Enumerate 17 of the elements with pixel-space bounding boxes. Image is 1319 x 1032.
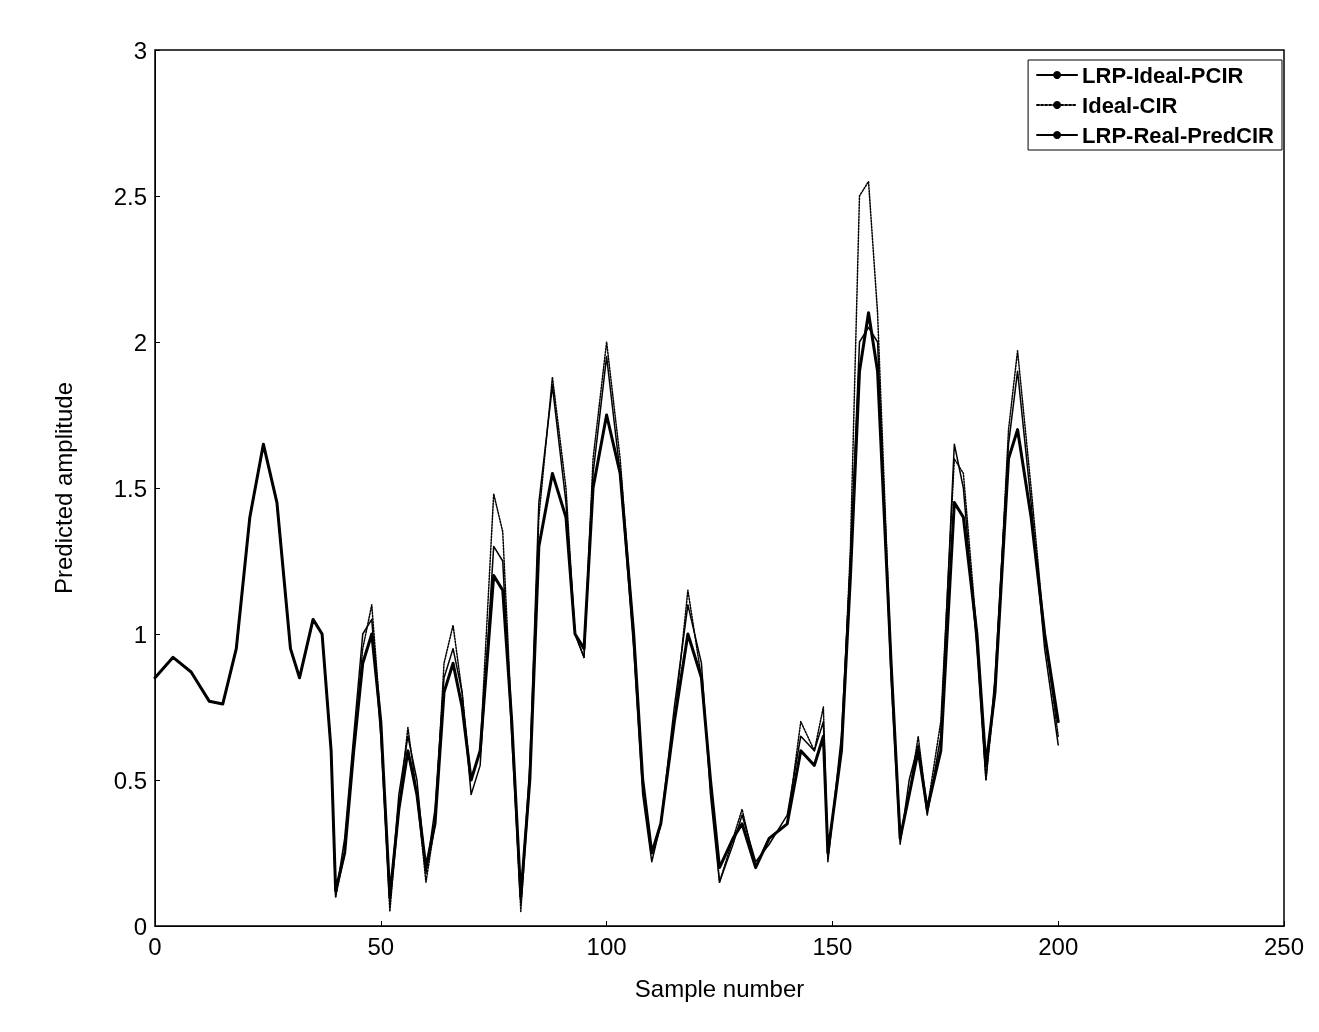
y-axis-title: Predicted amplitude — [49, 381, 77, 595]
legend-label: Ideal-CIR — [1082, 92, 1178, 118]
y-tick-label: 0 — [133, 912, 147, 940]
y-tick-label: 0.5 — [113, 766, 147, 794]
legend-label: LRP-Ideal-PCIR — [1082, 62, 1244, 88]
y-tick-label: 2.5 — [113, 182, 147, 210]
y-tick-label: 3 — [133, 36, 147, 64]
x-tick-label: 100 — [586, 932, 627, 960]
x-tick-label: 150 — [812, 932, 853, 960]
y-tick-label: 1 — [133, 620, 147, 648]
x-tick-label: 50 — [367, 932, 395, 960]
y-tick-label: 2 — [133, 328, 147, 356]
y-tick-label: 1.5 — [113, 474, 147, 502]
x-tick-label: 200 — [1038, 932, 1079, 960]
legend-label: LRP-Real-PredCIR — [1082, 122, 1275, 148]
x-tick-label: 250 — [1263, 932, 1305, 960]
x-axis-title: Sample number — [634, 974, 805, 1002]
